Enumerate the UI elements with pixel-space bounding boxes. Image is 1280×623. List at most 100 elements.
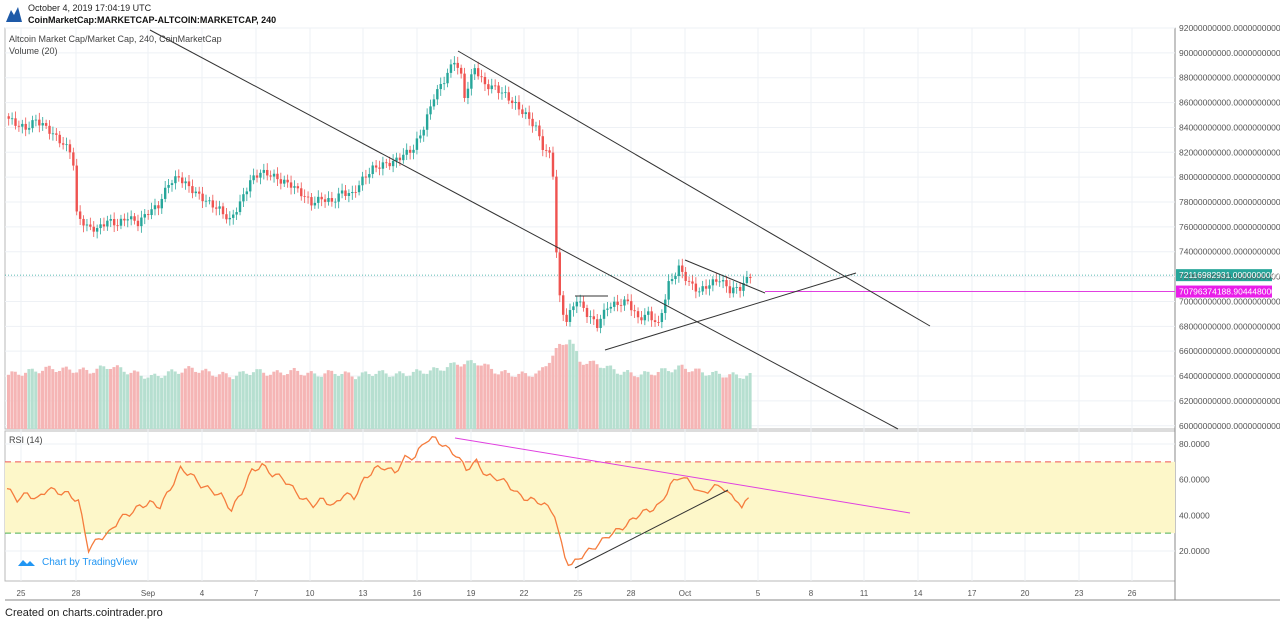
volume-bar — [119, 367, 123, 429]
volume-bar — [459, 366, 463, 429]
candle-body — [704, 286, 708, 289]
candle-body — [153, 205, 157, 210]
candle-body — [347, 193, 351, 196]
candle-body — [330, 198, 334, 202]
candle-body — [136, 220, 140, 227]
volume-bar — [714, 370, 718, 429]
candle-body — [310, 197, 313, 206]
candle-body — [725, 280, 728, 287]
volume-bar — [7, 374, 11, 429]
volume-bar — [374, 373, 378, 429]
candle-body — [167, 184, 170, 188]
candle-body — [538, 125, 541, 137]
candle-body — [504, 92, 507, 94]
candle-body — [129, 216, 133, 220]
volume-bar — [20, 375, 24, 429]
volume-bar — [197, 372, 201, 429]
candle-body — [225, 214, 228, 220]
candle-body — [327, 198, 330, 202]
candle-body — [313, 202, 317, 206]
candle-body — [385, 162, 388, 164]
candle-body — [126, 219, 129, 221]
drawn-trendlines[interactable] — [5, 29, 1175, 569]
candle-body — [27, 128, 31, 130]
candle-body — [388, 162, 391, 167]
x-tick-label: 23 — [1075, 589, 1084, 598]
volume-bar — [217, 374, 221, 429]
candle-body — [507, 92, 510, 101]
candle-body — [745, 276, 749, 283]
volume-bar — [173, 371, 177, 429]
volume-bar — [731, 372, 735, 429]
candle-body — [446, 72, 449, 84]
volume-bar — [41, 370, 45, 429]
volume-bar — [156, 376, 160, 429]
candle-body — [749, 276, 752, 278]
rsi-trendline-descending[interactable] — [454, 437, 911, 514]
volume-bar — [34, 371, 38, 429]
volume-bar — [241, 371, 245, 429]
candle-body — [191, 186, 194, 194]
candle-body — [398, 157, 402, 161]
volume-bar — [166, 371, 170, 429]
candle-body — [364, 176, 368, 178]
candle-body — [544, 149, 548, 151]
candle-body — [425, 114, 429, 130]
volume-bar — [677, 365, 681, 429]
candle-body — [565, 314, 568, 322]
x-tick-label: 19 — [467, 589, 476, 598]
price-tick-label: 90000000000.00000000000 — [1179, 48, 1280, 58]
volume-bar — [221, 371, 225, 429]
volume-bar — [520, 371, 524, 429]
volume-bar — [466, 360, 470, 429]
trendline[interactable] — [149, 29, 899, 430]
candle-body — [575, 301, 579, 307]
candle-body — [272, 173, 276, 177]
trendline[interactable] — [457, 50, 931, 327]
volume-bar — [160, 377, 164, 429]
x-tick-label: 10 — [306, 589, 315, 598]
candle-body — [738, 287, 742, 291]
volume-bar — [479, 365, 483, 429]
candle-body — [286, 179, 289, 183]
candle-body — [255, 175, 259, 178]
candle-body — [442, 83, 446, 85]
volume-bar — [109, 368, 113, 429]
candle-body — [602, 309, 606, 319]
volume-bar — [17, 374, 21, 429]
volume-bar — [595, 364, 599, 429]
candle-body — [415, 138, 419, 150]
candle-body — [422, 129, 425, 136]
volume-bar — [530, 376, 534, 429]
volume-bar — [415, 369, 419, 429]
volume-bar — [313, 373, 317, 429]
candle-body — [405, 149, 408, 155]
volume-legend: Volume (20) — [9, 46, 58, 56]
price-tick-label: 80000000000.00000000000 — [1179, 172, 1280, 182]
volume-bar — [353, 379, 357, 429]
candle-body — [351, 191, 354, 194]
candle-body — [606, 308, 609, 310]
candle-body — [238, 201, 242, 213]
candle-body — [303, 196, 306, 198]
x-tick-label: Sep — [141, 589, 156, 598]
volume-bar — [513, 376, 517, 429]
candle-body — [650, 311, 653, 321]
candle-body — [579, 301, 582, 303]
rsi-trendline-ascending[interactable] — [574, 489, 729, 569]
candle-body — [701, 286, 704, 292]
candle-body — [106, 220, 109, 227]
trendline[interactable] — [604, 272, 857, 351]
volume-bar — [132, 370, 136, 429]
candle-body — [245, 191, 249, 195]
trendline[interactable] — [684, 259, 766, 294]
volume-bar — [507, 372, 511, 429]
volume-bar — [575, 351, 579, 429]
volume-bar — [435, 367, 439, 429]
candle-body — [160, 198, 163, 209]
candle-body — [497, 85, 500, 94]
volume-bar — [578, 361, 582, 429]
volume-bar — [541, 367, 545, 429]
volume-bar — [462, 364, 466, 429]
